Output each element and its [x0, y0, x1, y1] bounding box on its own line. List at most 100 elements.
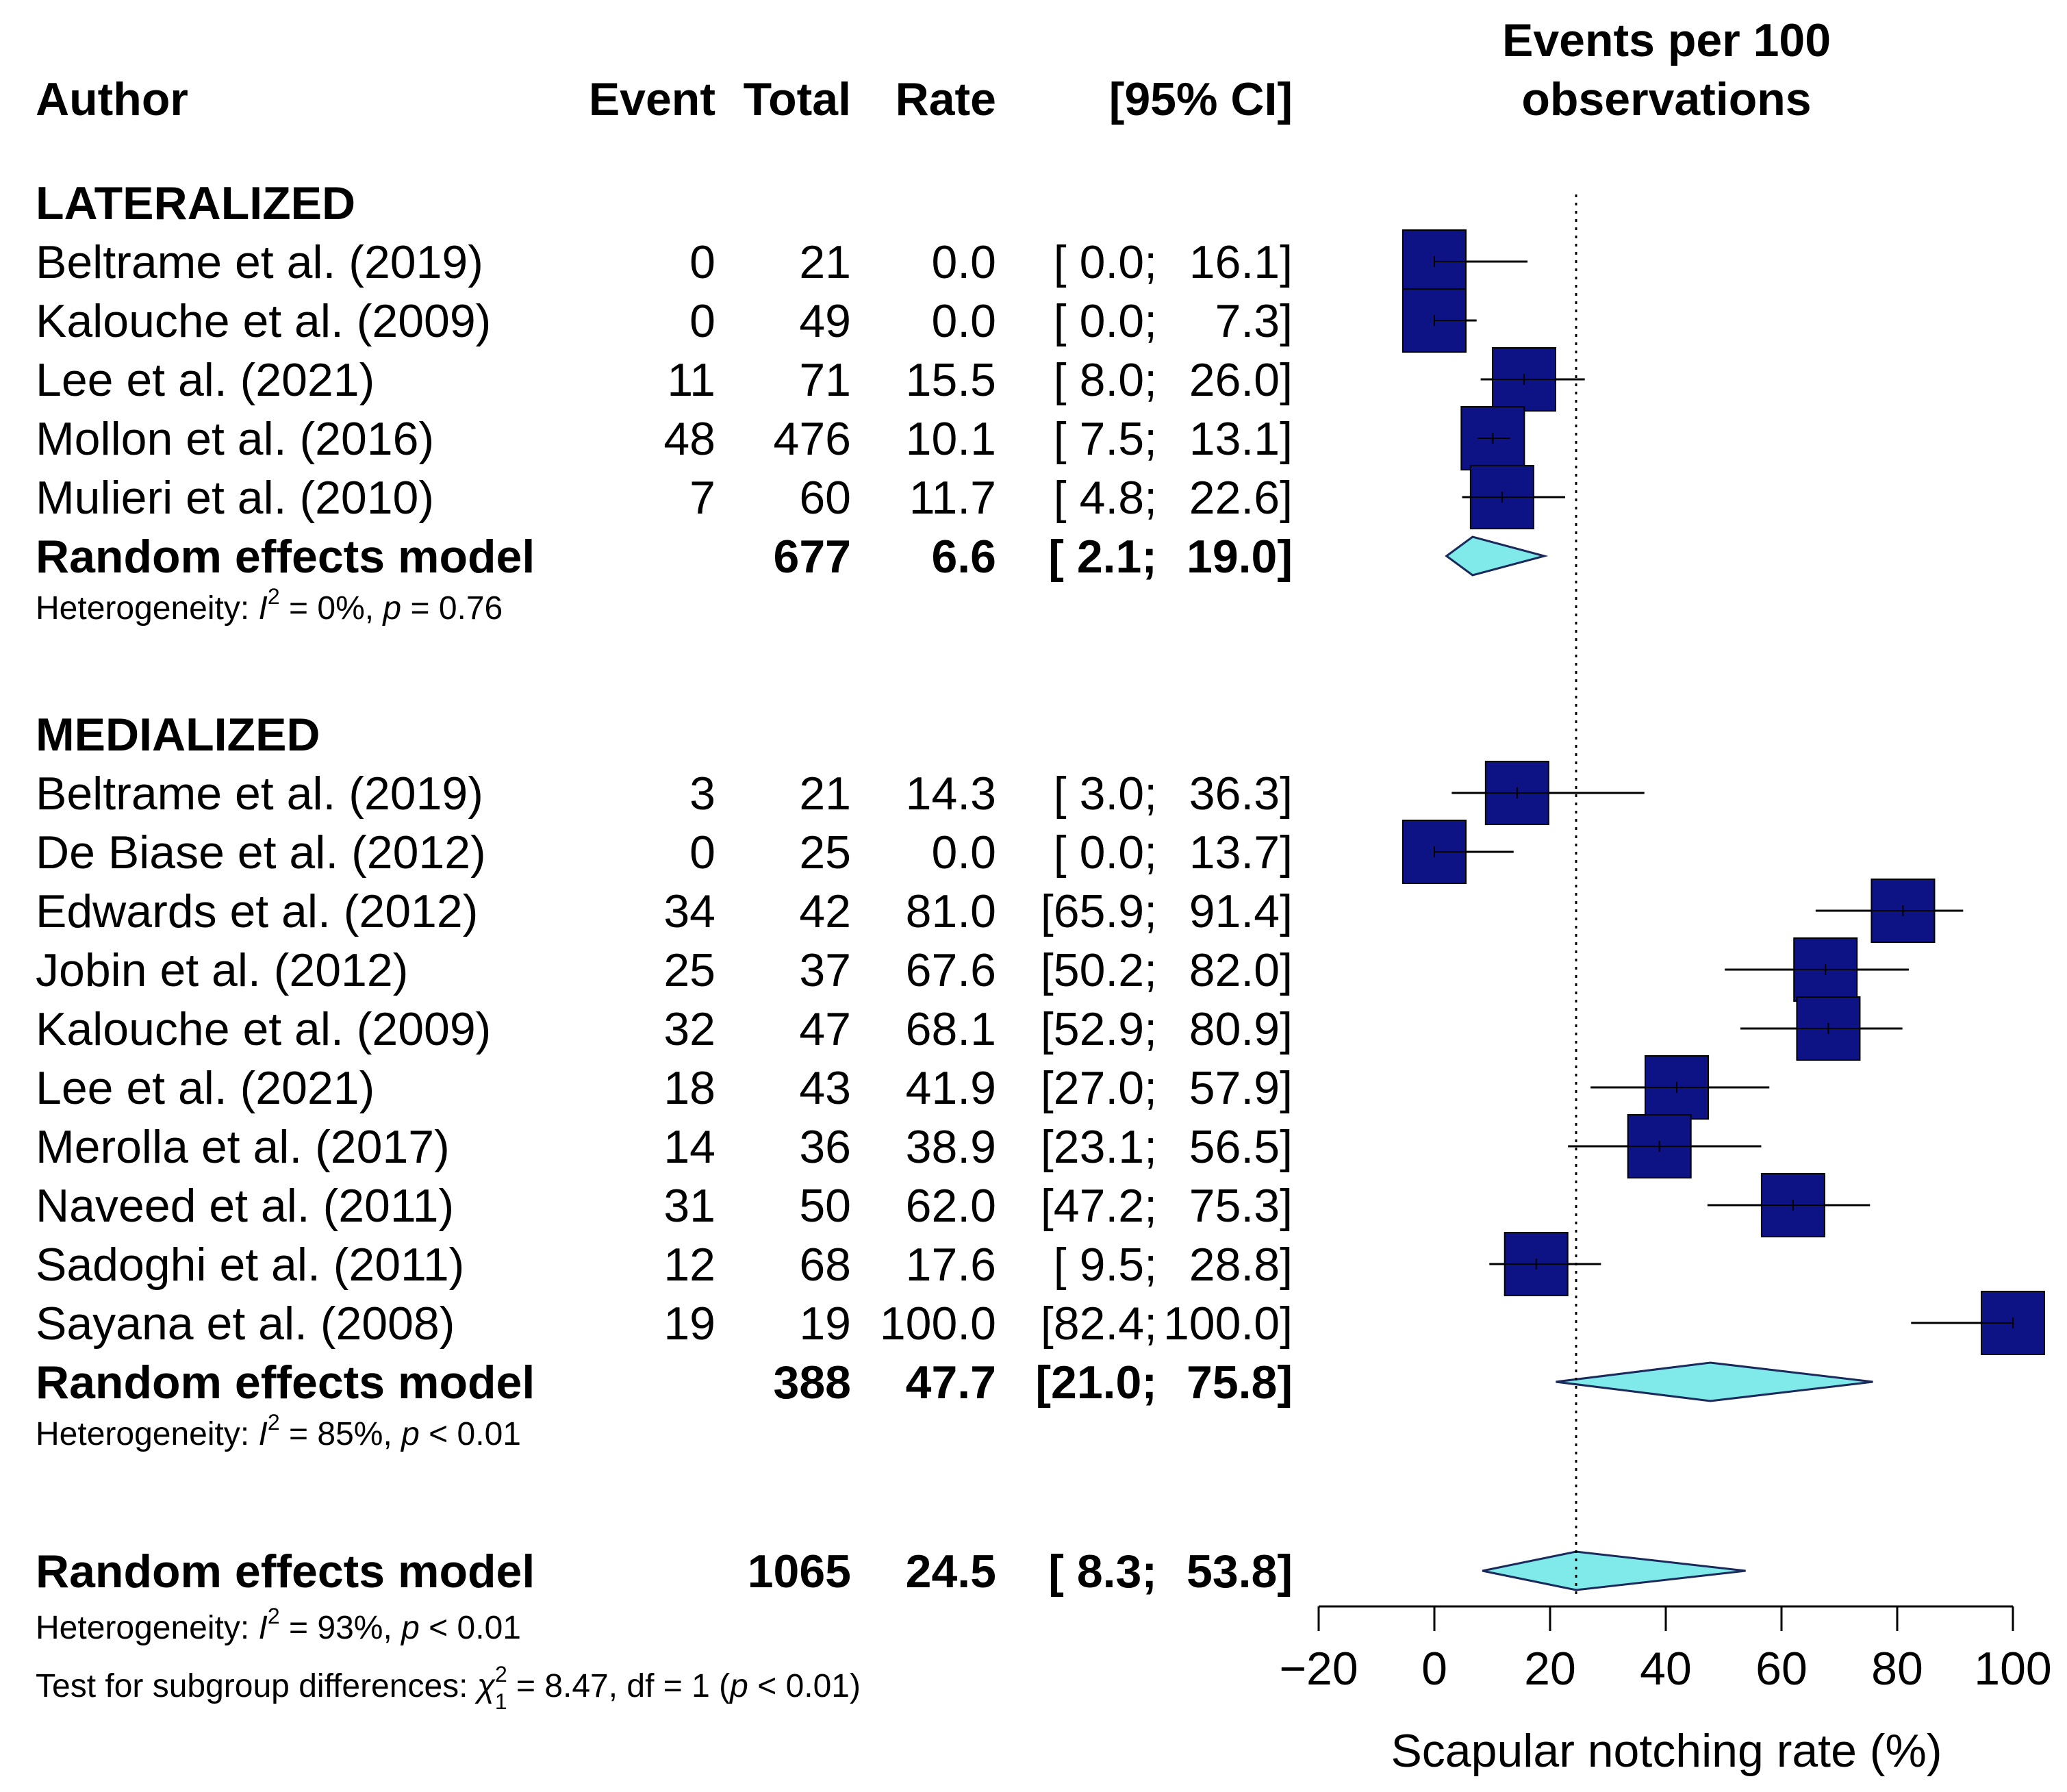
study-rate: 15.5 — [906, 354, 996, 406]
study-ci-low: [ 0.0; — [1054, 295, 1157, 347]
study-row: Beltrame et al. (2019) 0 21 0.0 [ 0.0; 16.1] — [36, 236, 1293, 288]
study-ci-low: [ 8.0; — [1054, 354, 1157, 406]
study-ci-low: [50.2; — [1041, 944, 1157, 996]
model-total: 1065 — [748, 1545, 851, 1598]
model-ci-low: [ 2.1; — [1048, 531, 1157, 583]
study-marker — [1568, 1114, 1762, 1178]
header-author: Author — [36, 73, 188, 125]
overall-model-row: Random effects model 1065 24.5 [ 8.3; 53.8] — [36, 1545, 1293, 1598]
axis-tick-label: 20 — [1524, 1643, 1576, 1695]
study-ci-high: 7.3] — [1215, 295, 1293, 347]
study-ci-high: 56.5] — [1189, 1121, 1293, 1173]
subgroup-heading: LATERALIZED — [36, 177, 355, 229]
study-event: 25 — [663, 944, 715, 996]
header-ci: [95% CI] — [1109, 73, 1293, 125]
study-row: Merolla et al. (2017) 14 36 38.9 [23.1; 56.5] — [36, 1121, 1293, 1173]
study-ci-high: 57.9] — [1189, 1062, 1293, 1114]
study-ci-low: [47.2; — [1041, 1180, 1157, 1232]
axis-tick-label: 60 — [1755, 1643, 1808, 1695]
study-total: 71 — [799, 354, 851, 406]
study-row: Mulieri et al. (2010) 7 60 11.7 [ 4.8; 22.6] — [36, 472, 1293, 524]
study-row: Lee et al. (2021) 11 71 15.5 [ 8.0; 26.0] — [36, 354, 1293, 406]
study-ci-high: 28.8] — [1189, 1239, 1293, 1291]
axis-tick-label: 40 — [1640, 1643, 1692, 1695]
study-event: 48 — [663, 413, 715, 465]
study-marker — [1480, 347, 1585, 412]
study-rate: 68.1 — [906, 1003, 996, 1055]
study-row: De Biase et al. (2012) 0 25 0.0 [ 0.0; 13.7] — [36, 826, 1293, 879]
study-author: Lee et al. (2021) — [36, 1062, 375, 1114]
model-ci-high: 53.8] — [1187, 1545, 1293, 1598]
study-author: Beltrame et al. (2019) — [36, 236, 483, 288]
study-rate: 67.6 — [906, 944, 996, 996]
study-event: 14 — [663, 1121, 715, 1173]
study-ci-high: 26.0] — [1189, 354, 1293, 406]
model-rate: 24.5 — [906, 1545, 996, 1598]
study-total: 21 — [799, 236, 851, 288]
study-total: 25 — [799, 826, 851, 879]
study-row: Lee et al. (2021) 18 43 41.9 [27.0; 57.9] — [36, 1062, 1293, 1114]
study-author: De Biase et al. (2012) — [36, 826, 486, 879]
study-rate: 17.6 — [906, 1239, 996, 1291]
study-ci-low: [65.9; — [1041, 885, 1157, 937]
study-row: Naveed et al. (2011) 31 50 62.0 [47.2; 75.3] — [36, 1180, 1293, 1232]
study-author: Mollon et al. (2016) — [36, 413, 434, 465]
plot-marks — [1402, 194, 2045, 1600]
study-ci-low: [ 0.0; — [1054, 236, 1157, 288]
study-total: 21 — [799, 768, 851, 820]
study-ci-high: 16.1] — [1189, 236, 1293, 288]
study-event: 0 — [689, 826, 715, 879]
summary-diamond — [1482, 1550, 1746, 1591]
study-marker — [1402, 820, 1514, 884]
study-marker — [1725, 937, 1909, 1002]
x-axis: −20 0 20 40 60 80 100 Scapular notching rate (%… — [1279, 1605, 2052, 1777]
study-author: Lee et al. (2021) — [36, 354, 375, 406]
study-author: Merolla et al. (2017) — [36, 1121, 450, 1173]
study-rate: 0.0 — [931, 826, 996, 879]
study-marker — [1911, 1291, 2045, 1355]
header-plot-title-line2: observations — [1521, 73, 1811, 125]
study-ci-low: [ 7.5; — [1054, 413, 1157, 465]
header-total: Total — [744, 73, 851, 125]
study-author: Beltrame et al. (2019) — [36, 768, 483, 820]
study-marker — [1460, 406, 1525, 470]
study-ci-low: [82.4; — [1041, 1298, 1157, 1350]
study-row: Kalouche et al. (2009) 0 49 0.0 [ 0.0; 7.3] — [36, 295, 1293, 347]
study-total: 60 — [799, 472, 851, 524]
study-total: 68 — [799, 1239, 851, 1291]
subgroup-model-row: Random effects model 388 47.7 [21.0; 75.8] — [36, 1356, 1293, 1409]
study-row: Edwards et al. (2012) 34 42 81.0 [65.9; 91.4] — [36, 885, 1293, 937]
study-ci-high: 36.3] — [1189, 768, 1293, 820]
study-ci-high: 13.7] — [1189, 826, 1293, 879]
study-total: 50 — [799, 1180, 851, 1232]
study-rate: 38.9 — [906, 1121, 996, 1173]
header-event: Event — [589, 73, 715, 125]
study-marker — [1590, 1055, 1770, 1120]
study-rate: 41.9 — [906, 1062, 996, 1114]
model-rate: 47.7 — [906, 1356, 996, 1409]
study-event: 0 — [689, 236, 715, 288]
model-total: 388 — [774, 1356, 851, 1409]
study-rate: 0.0 — [931, 236, 996, 288]
model-label: Random effects model — [36, 1545, 535, 1598]
study-ci-high: 91.4] — [1189, 885, 1293, 937]
subgroup-model-row: Random effects model 677 6.6 [ 2.1; 19.0] — [36, 531, 1293, 583]
study-marker — [1402, 229, 1528, 294]
study-row: Jobin et al. (2012) 25 37 67.6 [50.2; 82.0] — [36, 944, 1293, 996]
study-marker — [1740, 996, 1903, 1061]
model-label: Random effects model — [36, 1356, 535, 1409]
study-marker — [1462, 465, 1565, 529]
summary-diamond — [1556, 1361, 1873, 1402]
column-headers: Author Event Total Rate [95% CI] Events … — [36, 14, 1831, 125]
study-ci-low: [ 4.8; — [1054, 472, 1157, 524]
study-author: Mulieri et al. (2010) — [36, 472, 434, 524]
model-ci-low: [ 8.3; — [1048, 1545, 1157, 1598]
study-total: 47 — [799, 1003, 851, 1055]
subgroup-heterogeneity: Heterogeneity: I2 = 0%, p = 0.76 — [36, 584, 503, 627]
model-ci-high: 75.8] — [1187, 1356, 1293, 1409]
model-total: 677 — [774, 531, 851, 583]
study-event: 32 — [663, 1003, 715, 1055]
study-ci-low: [ 3.0; — [1054, 768, 1157, 820]
header-plot-title-line1: Events per 100 — [1502, 14, 1831, 66]
